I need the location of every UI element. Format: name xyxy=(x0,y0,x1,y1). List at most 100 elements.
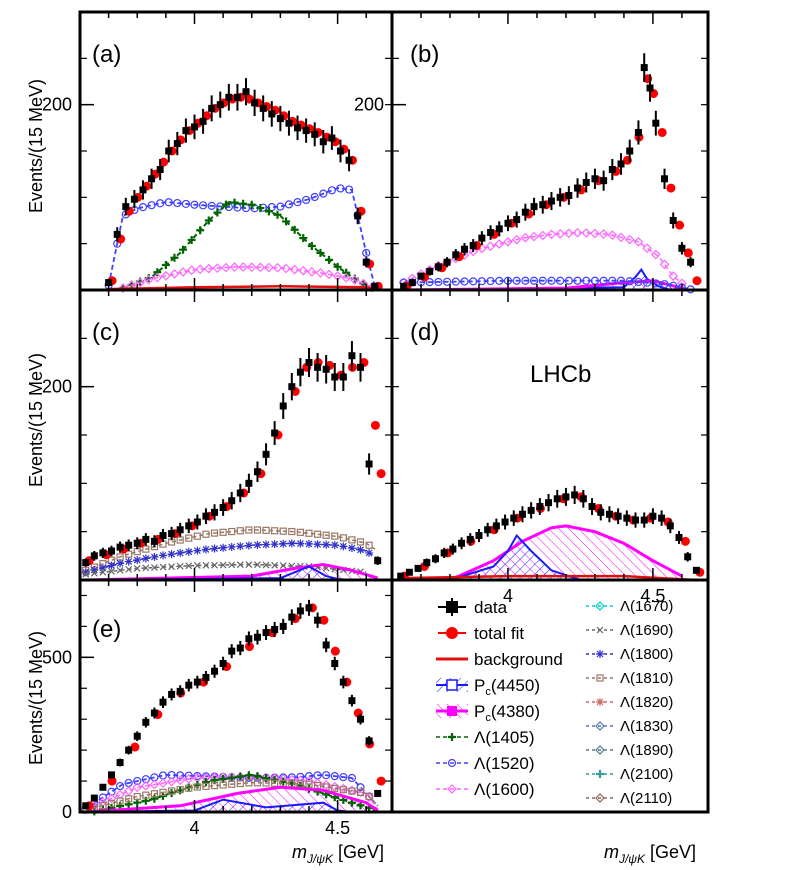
panel-d-data-point xyxy=(458,539,466,547)
panel-e-fit-point xyxy=(130,742,140,752)
panel-e-1600-marker xyxy=(175,775,186,786)
panel-b-1600-marker xyxy=(494,239,505,249)
panel-e-1600-marker xyxy=(106,793,117,804)
panel-a-1600-marker xyxy=(341,272,352,283)
panel-a-data-point xyxy=(233,93,241,101)
panel-b-data-point xyxy=(495,225,503,233)
panel-a-data-point xyxy=(268,110,276,118)
panel-b-data-point xyxy=(640,64,648,72)
panel-b-1600-marker xyxy=(607,230,618,240)
panel-e-data-point xyxy=(82,802,90,810)
panel-b-1600-marker xyxy=(563,228,574,239)
panel-e-data-point xyxy=(125,746,133,754)
legend-pc4380-rest: (4380) xyxy=(491,702,540,721)
panel-e-fit-point xyxy=(376,776,386,786)
panel-e-1520-marker xyxy=(141,775,150,784)
panel-a-data-point xyxy=(285,119,293,127)
panel-c-1800-marker xyxy=(347,544,356,553)
xlabel-left-main: m xyxy=(292,842,307,862)
panel-b-data-point xyxy=(600,177,608,185)
panel-e-1810-marker xyxy=(202,782,210,790)
panel-a-1405-marker xyxy=(213,208,222,217)
panel-b-1520-marker xyxy=(451,277,460,286)
panel-b-1520-marker xyxy=(660,280,669,289)
panel-b-1600-marker xyxy=(485,241,496,252)
panel-b-1520-marker xyxy=(573,276,582,285)
panel-a-1520-marker xyxy=(181,199,191,209)
panel-a-1600-marker xyxy=(281,263,291,274)
panel-b-1600-marker xyxy=(572,227,583,238)
panel-e-x-tick-label: 4.5 xyxy=(325,818,350,838)
panel-a-1520-marker xyxy=(164,198,173,207)
panel-d-data-point xyxy=(597,508,605,516)
panel-e-1600-marker xyxy=(123,786,134,796)
panel-b-1600-marker xyxy=(511,234,522,245)
panel-b-1520-marker xyxy=(477,277,486,286)
legend-pc4380-symbol xyxy=(447,706,457,716)
panel-c-data-point xyxy=(125,541,133,549)
panel-a-1405-marker xyxy=(204,216,213,225)
panel-b-data-point xyxy=(574,184,582,192)
panel-d-data-point xyxy=(684,553,692,561)
legend-l2110: Λ(2110) xyxy=(620,790,672,807)
ylabel-bottom: Events/(15 MeV) xyxy=(26,631,46,765)
legend-data-symbol xyxy=(446,601,458,613)
panel-d-data-point xyxy=(588,503,596,511)
panel-c-data-point xyxy=(90,552,98,560)
panel-e-1810-marker xyxy=(159,788,167,796)
panel-a-data-point xyxy=(294,124,302,132)
panel-c-y-tick-label: 200 xyxy=(42,377,72,397)
panel-c-data-point xyxy=(82,559,90,567)
panel-d-data-point xyxy=(545,499,553,507)
panel-b-data-point xyxy=(626,147,634,155)
panel-d-data-point xyxy=(449,545,457,553)
panel-c-1800-marker xyxy=(184,547,193,556)
panel-a-1405-marker xyxy=(316,248,325,257)
panel-c-1800-marker xyxy=(227,543,236,552)
panel-c-data-point xyxy=(288,383,296,391)
panel-e-1520-marker xyxy=(133,776,142,786)
panel-e-data-point xyxy=(202,673,210,681)
panel-c-data-point xyxy=(331,373,339,381)
panel-a-1520-marker xyxy=(362,248,371,258)
legend-fit-symbol xyxy=(446,627,458,639)
panel-c-1810-marker xyxy=(228,527,236,536)
panel-e-1405-marker xyxy=(262,773,271,782)
panel-b-data-point xyxy=(434,263,442,271)
panel-d-fit-point xyxy=(680,536,690,546)
panel-c-1690-marker xyxy=(168,563,176,571)
panel-e-data-point xyxy=(99,783,107,791)
panel-c-1810-marker xyxy=(210,529,219,537)
panel-label-a: (a) xyxy=(92,41,121,68)
panel-b-1520-marker xyxy=(425,278,434,287)
panel-c-data-point xyxy=(271,429,279,437)
panel-c-1810-marker xyxy=(185,534,193,542)
panel-c-1800-marker xyxy=(330,541,339,550)
legend-l1810-symbol xyxy=(596,674,604,682)
panel-a-1405-marker xyxy=(325,255,334,264)
panel-a-data-point xyxy=(259,104,267,112)
panel-e-1520-marker xyxy=(98,793,107,802)
panel-c-data-point xyxy=(245,479,253,487)
panel-c-data-point xyxy=(374,557,382,565)
xlabel-right: mJ/ψK [GeV] xyxy=(604,842,696,866)
panel-e-data-point xyxy=(133,732,141,740)
panel-a-1520-marker xyxy=(284,200,294,209)
panel-a-1600-marker xyxy=(272,262,283,273)
panel-e-1810-marker xyxy=(348,787,356,795)
panel-b-data-point xyxy=(539,201,547,209)
legend: data total fit background Pc(4450) Pc(43… xyxy=(436,598,673,807)
panel-e-1810-marker xyxy=(271,779,279,787)
panel-c-data-point xyxy=(279,402,287,410)
panel-b-data-point xyxy=(478,234,486,242)
panel-e-1810-marker xyxy=(210,782,219,790)
panel-a-data-point xyxy=(199,117,207,125)
panel-a-1405-marker xyxy=(247,200,256,209)
legend-l1890-symbol xyxy=(595,745,605,755)
legend-data: data xyxy=(474,598,508,617)
panel-d-data-point xyxy=(658,514,666,522)
panel-b-data-point xyxy=(634,128,642,136)
panel-b-data-point xyxy=(652,119,660,127)
panel-e-1520-marker xyxy=(167,770,176,780)
